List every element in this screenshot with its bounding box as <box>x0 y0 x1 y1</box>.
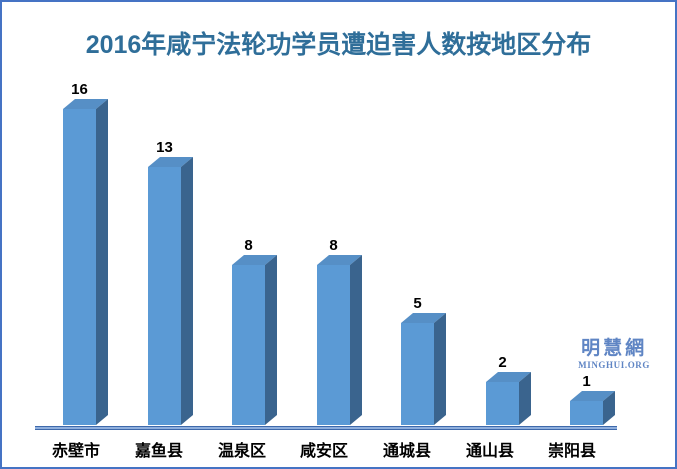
bar-value-label: 16 <box>71 81 88 98</box>
category-label: 通山县 <box>465 443 514 460</box>
bar-front-face <box>148 167 181 425</box>
bar-side-face <box>181 157 193 425</box>
bar-value-label: 8 <box>329 237 338 254</box>
category-label: 咸安区 <box>299 443 348 460</box>
category-label: 崇阳县 <box>547 443 596 460</box>
category-label: 赤壁市 <box>51 443 100 460</box>
chart-title: 2016年咸宁法轮功学员遭迫害人数按地区分布 <box>85 31 592 59</box>
bar-top-face <box>401 313 446 323</box>
bar-top-face <box>63 99 108 109</box>
category-label: 通城县 <box>382 443 431 460</box>
bar-value-label: 8 <box>244 237 253 254</box>
bar-side-face <box>265 255 277 425</box>
bar-side-face <box>350 255 362 425</box>
bar-top-face <box>232 255 277 265</box>
bar <box>486 372 531 425</box>
bar-side-face <box>603 391 615 425</box>
minghui-watermark-en: MINGHUI.ORG <box>578 359 650 370</box>
bar-value-label: 5 <box>413 295 422 312</box>
bar-front-face <box>232 265 265 425</box>
bar-front-face <box>570 401 603 425</box>
bar-side-face <box>519 372 531 425</box>
bar-top-face <box>148 157 193 167</box>
bar-side-face <box>96 99 108 425</box>
bar <box>148 157 193 425</box>
bar-value-label: 1 <box>582 373 591 390</box>
bar-top-face <box>570 391 615 401</box>
bar-value-label: 13 <box>156 139 173 156</box>
bar-front-face <box>401 323 434 425</box>
minghui-watermark-cn: 明慧網 <box>581 338 648 359</box>
bar-front-face <box>317 265 350 425</box>
bar-top-face <box>317 255 362 265</box>
bar-front-face <box>486 382 519 425</box>
bar <box>232 255 277 425</box>
category-label: 嘉鱼县 <box>134 443 183 460</box>
bar <box>317 255 362 425</box>
bar <box>401 313 446 425</box>
minghui-watermark: 明慧網 MINGHUI.ORG <box>578 338 650 371</box>
bar-top-face <box>486 372 531 382</box>
category-label: 温泉区 <box>217 443 266 460</box>
x-axis-line <box>35 426 617 430</box>
bar-side-face <box>434 313 446 425</box>
bar <box>63 99 108 425</box>
bar-front-face <box>63 109 96 425</box>
bar <box>570 391 615 425</box>
bar-value-label: 2 <box>498 354 507 371</box>
